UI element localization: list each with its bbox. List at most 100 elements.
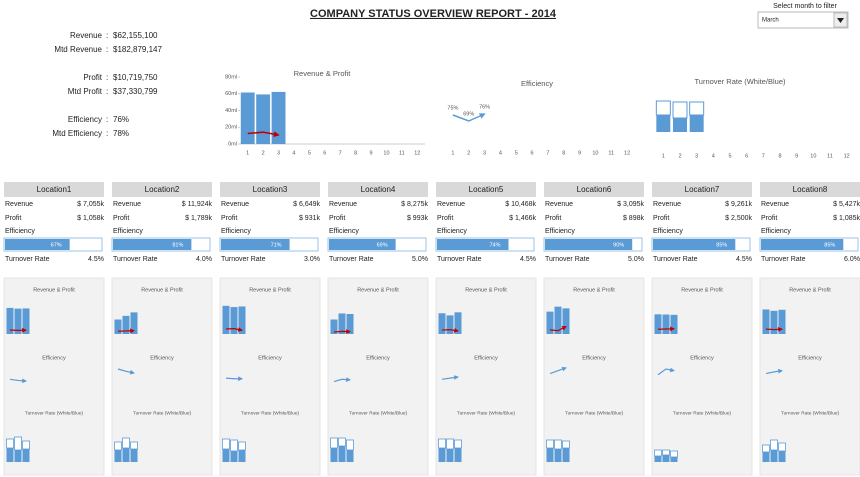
x-tick-label: 11 — [827, 153, 833, 159]
trend-title: Efficiency — [582, 355, 606, 361]
x-tick-label: 4 — [499, 150, 502, 156]
x-tick-label: 9 — [578, 150, 581, 156]
trend-title: Turnover Rate (White/Blue) — [241, 410, 300, 416]
x-tick-label: 7 — [762, 153, 765, 159]
x-tick-label: 4 — [292, 150, 295, 156]
trend-turnover-bar — [770, 450, 778, 462]
row-value: 3.0% — [304, 256, 320, 263]
x-tick-label: 1 — [451, 150, 454, 156]
row-value: $ 8,275k — [401, 201, 428, 208]
row-label: Efficiency — [113, 228, 143, 235]
trend-title: Revenue & Profit — [681, 287, 723, 293]
x-tick-label: 2 — [467, 150, 470, 156]
row-label: Efficiency — [761, 228, 791, 235]
trend-turnover-bar — [6, 438, 14, 449]
summary-value: $10,719,750 — [113, 73, 158, 82]
x-tick-label: 8 — [778, 153, 781, 159]
trend-turnover-bar — [130, 441, 138, 450]
efficiency-bar — [437, 239, 509, 250]
trend-turnover-bar — [762, 444, 770, 453]
trend-turnover-bar — [762, 452, 770, 462]
x-tick-label: 5 — [728, 153, 731, 159]
trend-turnover-bar — [454, 439, 462, 449]
row-label: Turnover Rate — [545, 256, 590, 263]
turnover-bar — [673, 118, 687, 132]
trend-turnover-bar — [14, 450, 22, 462]
row-label: Efficiency — [545, 228, 575, 235]
trend-turnover-bar — [22, 440, 30, 450]
trend-profit-line — [549, 326, 567, 332]
trend-turnover-bar — [662, 455, 670, 462]
trend-revenue-bar — [330, 319, 338, 334]
trend-title: Efficiency — [690, 355, 714, 361]
trend-turnover-bar — [130, 449, 138, 462]
data-label: 75% — [447, 105, 458, 111]
trend-turnover-bar — [238, 441, 246, 451]
x-tick-label: 3 — [277, 150, 280, 156]
trend-turnover-bar — [14, 436, 22, 451]
efficiency-label: 85% — [716, 242, 727, 248]
row-value: $ 5,427k — [833, 201, 860, 208]
row-label: Turnover Rate — [113, 256, 158, 263]
trend-title: Turnover Rate (White/Blue) — [565, 410, 624, 416]
efficiency-label: 81% — [172, 242, 183, 248]
row-value: 4.5% — [88, 256, 104, 263]
row-label: Profit — [113, 215, 129, 222]
trend-turnover-bar — [554, 449, 562, 462]
y-tick-label: 0ml — [228, 141, 237, 147]
trend-turnover-bar — [770, 439, 778, 451]
trend-turnover-bar — [670, 457, 678, 462]
trend-revenue-bar — [222, 305, 230, 334]
trend-revenue-bar — [114, 319, 122, 334]
summary-label: Profit — [83, 73, 102, 82]
trend-title: Efficiency — [258, 355, 282, 361]
x-tick-label: 10 — [810, 153, 816, 159]
row-label: Turnover Rate — [437, 256, 482, 263]
location-name: Location2 — [145, 185, 180, 194]
row-label: Revenue — [5, 201, 33, 208]
turnover-bar — [672, 101, 688, 119]
row-value: $ 993k — [407, 215, 429, 222]
trend-efficiency-line — [549, 366, 567, 375]
efficiency-label: 71% — [271, 242, 282, 248]
chart-title: Revenue & Profit — [294, 69, 352, 78]
trend-title: Efficiency — [474, 355, 498, 361]
summary-separator: : — [106, 87, 108, 96]
row-label: Efficiency — [221, 228, 251, 235]
row-label: Profit — [221, 215, 237, 222]
card-header — [544, 182, 644, 197]
dropdown-box[interactable] — [757, 11, 849, 29]
row-label: Profit — [329, 215, 345, 222]
location-name: Location4 — [361, 185, 396, 194]
row-value: $ 931k — [299, 215, 321, 222]
trend-revenue-bar — [762, 309, 770, 334]
turnover-bar — [689, 115, 704, 132]
month-dropdown[interactable]: March — [757, 11, 849, 29]
card-header — [436, 182, 536, 197]
trend-turnover-bar — [122, 448, 130, 462]
efficiency-bar — [5, 239, 70, 250]
trend-turnover-bar — [446, 438, 454, 450]
trend-title: Turnover Rate (White/Blue) — [133, 410, 192, 416]
trend-revenue-bar — [230, 307, 238, 334]
trend-turnover-bar — [670, 450, 678, 458]
row-label: Profit — [653, 215, 669, 222]
x-tick-label: 11 — [399, 150, 405, 156]
trend-turnover-bar — [778, 442, 786, 452]
revenue-bar — [271, 91, 286, 144]
trend-turnover-bar — [562, 448, 570, 462]
trend-profit-line — [225, 327, 243, 332]
trend-revenue-bar — [778, 309, 786, 334]
trend-turnover-bar — [438, 448, 446, 462]
location-name: Location5 — [469, 185, 504, 194]
revenue-bar — [240, 92, 255, 144]
trend-turnover-bar — [222, 438, 230, 450]
trend-revenue-bar — [6, 307, 14, 334]
row-value: $ 7,055k — [77, 201, 104, 208]
x-tick-label: 10 — [383, 150, 389, 156]
trend-turnover-bar — [662, 449, 670, 456]
row-value: $ 10,468k — [505, 201, 536, 208]
dropdown-value[interactable]: March — [762, 18, 779, 24]
efficiency-bar — [653, 239, 736, 250]
trend-title: Turnover Rate (White/Blue) — [25, 410, 84, 416]
